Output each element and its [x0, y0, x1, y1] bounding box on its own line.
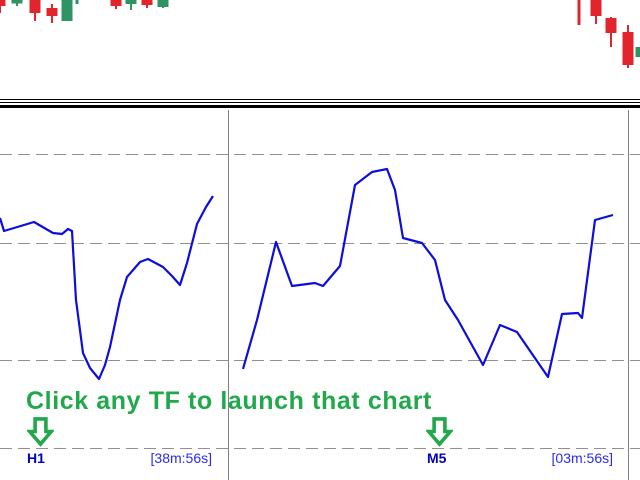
down-arrow-icon-h1[interactable]: [27, 416, 54, 447]
window-separator[interactable]: [0, 99, 640, 109]
tf-label-h1[interactable]: H1: [27, 450, 45, 466]
caption-text: Click any TF to launch that chart: [26, 387, 432, 415]
tf-label-m5[interactable]: M5: [427, 450, 447, 466]
countdown-timer-m5: [03m:56s]: [551, 450, 613, 466]
separator-line-bottom: [0, 105, 640, 108]
countdown-timer-h1: [38m:56s]: [150, 450, 212, 466]
separator-line-top: [0, 99, 640, 100]
separator-line-mid: [0, 102, 640, 103]
down-arrow-icon-m5[interactable]: [426, 416, 453, 447]
